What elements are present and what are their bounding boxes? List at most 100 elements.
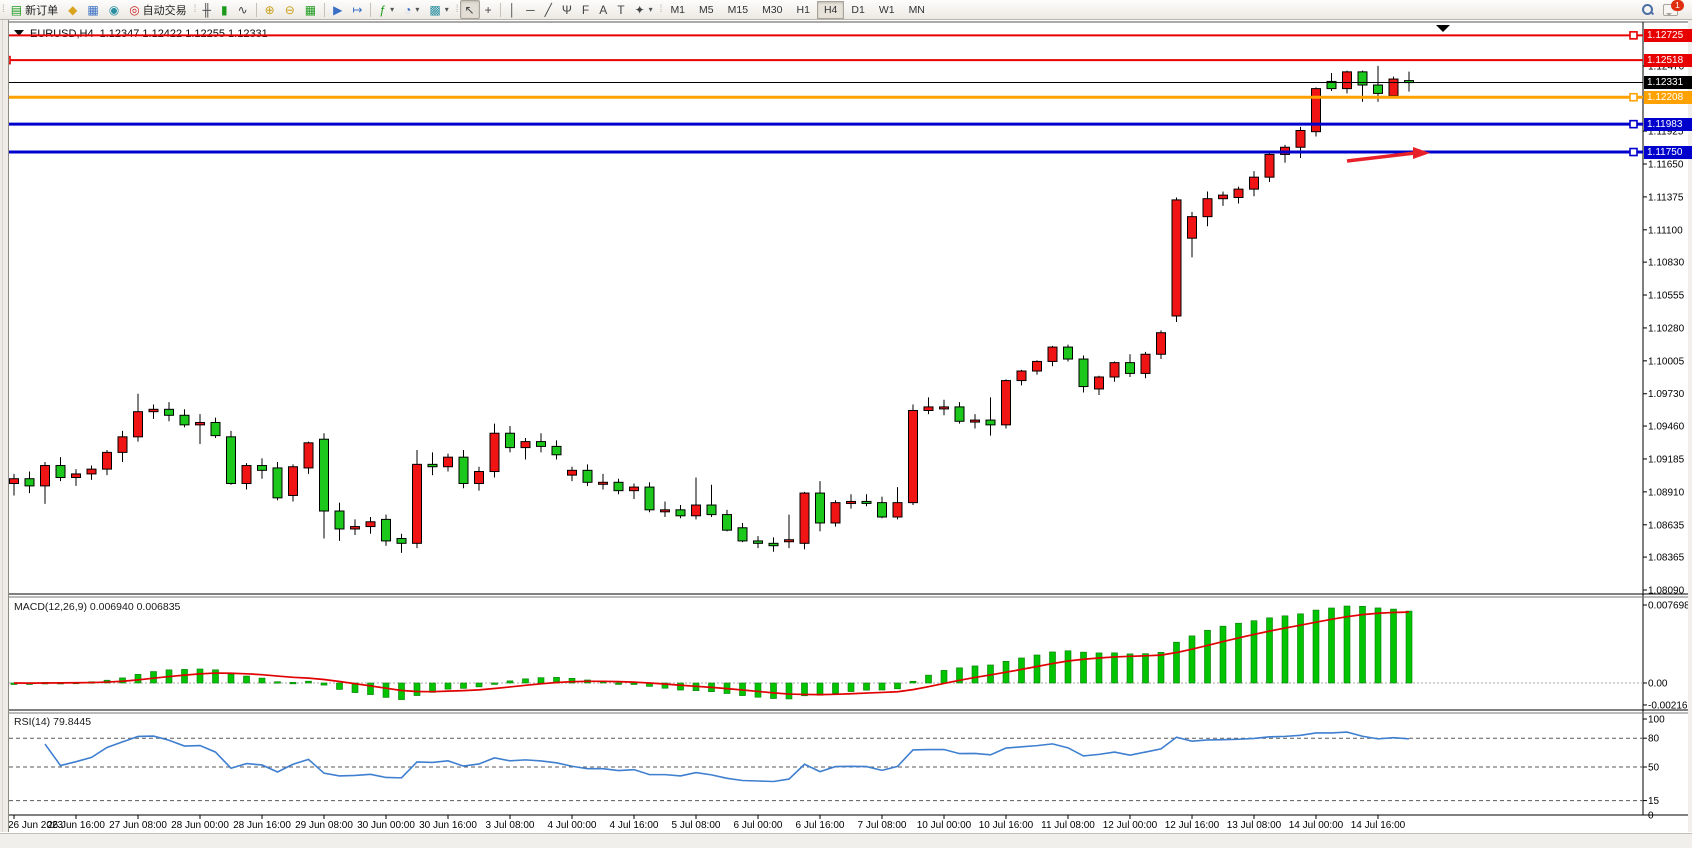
time-axis-label: 14 Jul 00:00 [1289,820,1344,831]
candle-body [830,502,841,524]
time-axis-label: 4 Jul 16:00 [610,820,659,831]
candle-body [1326,80,1337,90]
new-order-button[interactable]: ▤ 新订单 [6,0,63,19]
macd-histogram-bar [537,677,545,684]
timeframe-button-m5[interactable]: M5 [699,3,714,16]
signal-button[interactable]: ◉ [104,0,124,19]
toolbar-grip[interactable]: ⁞ [659,4,663,15]
bar-chart-button[interactable]: ╫ [197,0,216,19]
chat-icon[interactable]: 1 [1663,0,1684,16]
macd-histogram-bar [1142,653,1149,684]
price-tick-label: 1.09185 [1648,454,1685,465]
candle-body [319,438,329,512]
time-axis-label: 26 Jun 2023 [8,820,63,831]
auto-trading-button[interactable]: ◎ 自动交易 [124,0,191,19]
candle-body [768,542,779,547]
timeframe-button-d1[interactable]: D1 [851,3,865,16]
candle-body [985,419,996,426]
chart-dropdown-triangle-icon[interactable] [14,30,24,41]
chevron-down-icon: ▾ [415,5,420,14]
auto-scroll-button[interactable]: ▶ [328,0,347,19]
chart-shift-button[interactable]: ↦ [347,0,367,19]
timeframe-button-h1[interactable]: H1 [796,3,810,16]
price-tick-label: 1.11650 [1648,160,1684,171]
macd-histogram-bar [1219,625,1227,684]
candle-body [1373,84,1383,94]
window-right-edge [1688,20,1692,832]
macd-tick-label: 0.00 [1648,679,1668,690]
candle-body [350,526,360,530]
fibonacci-tool[interactable]: F [577,0,594,19]
timeframe-button-m1[interactable]: M1 [670,3,686,16]
macd-histogram-bar [754,682,762,698]
search-icon[interactable] [1642,4,1653,15]
time-axis-label: 28 Jun 16:00 [233,820,291,831]
arrows-dropdown[interactable]: ✦ ▾ [630,0,658,19]
timeframe-button-mn[interactable]: MN [908,3,925,16]
candle-body [443,456,453,468]
crosshair-tool-button[interactable]: + [480,0,497,19]
horizontal-line-tool[interactable]: ─ [521,0,540,19]
indicators-dropdown[interactable]: ƒ ▾ [374,0,399,19]
gold-seal-button[interactable]: ◆ [63,0,82,19]
macd-histogram-bar [956,667,963,684]
candle-body [629,486,639,492]
timeframe-button-h4[interactable]: H4 [816,0,845,19]
macd-histogram-bar [1235,622,1242,684]
timeframe-button-m30[interactable]: M30 [762,3,783,16]
toolbar-grip[interactable]: ⁞ [193,4,197,15]
macd-histogram-bar [1359,605,1366,684]
text-tool[interactable]: A [594,0,612,19]
vertical-line-tool[interactable]: │ [504,0,522,19]
macd-histogram-bar [1064,650,1072,684]
macd-histogram-bar [1111,652,1118,684]
macd-indicator-label: MACD(12,26,9) 0.006940 0.006835 [14,601,180,613]
text-label-tool[interactable]: T [612,0,629,19]
price-tick-label: 1.09730 [1648,389,1685,400]
timeframe-button-w1[interactable]: W1 [878,3,895,16]
candle-body [1125,362,1135,374]
arrows-icon: ✦ [634,2,645,17]
cursor-icon: ↖ [464,2,475,17]
level-endpoint-marker [1629,31,1638,40]
toolbar-grip[interactable]: ⁞ [455,4,459,15]
time-axis-label: 7 Jul 08:00 [858,820,907,831]
equidistant-channel-tool[interactable]: Ψ [557,0,577,19]
macd-histogram-bar [1049,651,1056,684]
macd-tick-label: 0.007698 [1648,601,1690,612]
tile-windows-icon: ▦ [304,2,317,17]
auto-scroll-icon: ▶ [333,2,343,17]
auto-trading-icon: ◎ [129,2,140,17]
candle-body [1295,129,1306,148]
candle-body [1094,376,1104,390]
timeframe-button-m15[interactable]: M15 [727,3,749,16]
periods-dropdown[interactable]: ◔ ▾ [399,0,424,19]
trendline-tool[interactable]: ╱ [540,0,557,19]
toolbar-grip[interactable]: ⁞ [2,4,5,15]
candle-body [1357,71,1368,86]
auto-trading-label: 自动交易 [142,4,187,17]
candle-body [505,432,515,449]
status-bar [0,833,1692,848]
time-axis-label: 30 Jun 16:00 [419,820,477,831]
market-watch-button[interactable]: ▦ [82,0,103,19]
time-axis-label: 10 Jul 00:00 [917,820,972,831]
macd-histogram-bar [258,677,266,684]
zoom-in-button[interactable]: ⊕ [260,0,280,19]
zoom-out-button[interactable]: ⊖ [280,0,300,19]
time-axis-label: 12 Jul 16:00 [1165,820,1220,831]
rsi-name: RSI(14) [14,716,51,728]
candle-body [660,509,670,513]
price-tick-label: 1.10005 [1648,356,1685,367]
candlestick-chart-button[interactable]: ▮ [216,0,233,19]
line-chart-button[interactable]: ∿ [233,0,253,19]
templates-dropdown[interactable]: ▩ ▾ [424,0,453,19]
macd-histogram-bar [677,682,684,691]
macd-histogram-bar [971,665,979,684]
candle-body [567,469,577,476]
price-tick-label: 1.12470 [1648,61,1685,72]
tile-windows-button[interactable]: ▦ [300,0,321,19]
candle-body [241,465,252,484]
cursor-tool-button[interactable]: ↖ [459,0,480,19]
